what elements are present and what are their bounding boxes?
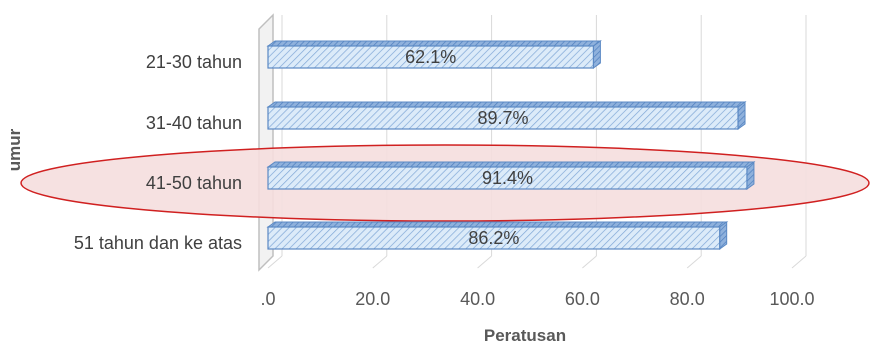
gridline-floor [267, 255, 283, 269]
bar-top [266, 221, 729, 228]
data-label: 86.2% [468, 228, 519, 248]
gridline-floor [372, 255, 388, 269]
data-label: 62.1% [405, 47, 456, 67]
x-tick-label: 60.0 [565, 289, 600, 309]
bar-top [266, 40, 602, 47]
bar-side [737, 101, 746, 130]
x-tick-label: 40.0 [460, 289, 495, 309]
gridline-floor [686, 255, 702, 269]
x-tick-label: .0 [260, 289, 275, 309]
category-label: 21-30 tahun [146, 52, 242, 72]
bar-top [266, 101, 747, 108]
bar [267, 166, 748, 190]
bar-side [719, 221, 728, 250]
data-label: 91.4% [482, 168, 533, 188]
x-tick-label: 20.0 [355, 289, 390, 309]
x-tick-label: 80.0 [670, 289, 705, 309]
gridline-floor [582, 255, 597, 269]
category-label: 31-40 tahun [146, 113, 242, 133]
category-label: 51 tahun dan ke atas [74, 233, 242, 253]
bar-side [592, 40, 601, 69]
gridline-floor [791, 255, 807, 269]
bar [267, 45, 595, 69]
category-label: 41-50 tahun [146, 173, 242, 193]
bar [267, 226, 721, 250]
bar-top [266, 161, 756, 168]
bar [267, 106, 739, 130]
x-tick-label: 100.0 [769, 289, 814, 309]
data-label: 89.7% [477, 108, 528, 128]
gridline-floor [477, 255, 492, 269]
y-axis-title: umur [5, 128, 24, 171]
x-axis-title: Peratusan [484, 326, 566, 345]
bar-side [746, 161, 755, 190]
